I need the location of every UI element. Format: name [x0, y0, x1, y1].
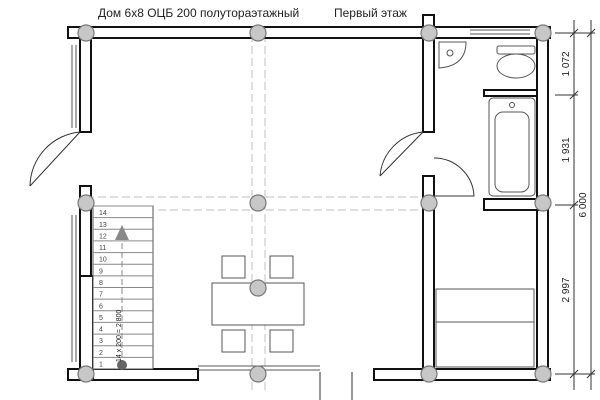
wall-left-upper [79, 26, 92, 133]
wall-bath-stub [483, 89, 538, 97]
stair-step-number: 2 [99, 350, 103, 357]
stair-arrow-icon [115, 225, 129, 240]
bedroom-door [433, 157, 475, 197]
stair-step-number: 8 [99, 280, 103, 287]
wall-bottom-right [373, 368, 551, 381]
terrace-door [319, 372, 353, 400]
column [77, 24, 95, 42]
stair-step-number: 4 [99, 327, 103, 334]
column [249, 24, 267, 42]
dimension-total: 6 000 [578, 192, 589, 217]
dimension-segment-3: 2 997 [561, 277, 572, 302]
stair-step-number: 12 [99, 233, 107, 240]
bathtub-inner [494, 111, 530, 193]
bathroom-door [379, 131, 424, 177]
wall-top [67, 26, 551, 39]
stair-step-number: 10 [99, 257, 107, 264]
toilet-icon [496, 53, 536, 79]
bathroom-fixtures [438, 41, 536, 197]
stair-step-number: 13 [99, 222, 107, 229]
floor-name: Первый этаж [334, 6, 407, 20]
bed-frame [435, 288, 535, 368]
column [420, 365, 438, 383]
dimension-segment-1: 1 072 [561, 51, 572, 76]
stair-step-number: 14 [99, 210, 107, 217]
stair-step-number: 11 [99, 245, 106, 252]
stair-note: 14 х 200 = 2 800 [116, 310, 123, 362]
column [420, 194, 438, 212]
stair-step-number: 7 [99, 292, 103, 299]
house-title: Дом 6х8 ОЦБ 200 полутораэтажный [98, 6, 299, 20]
column [534, 24, 552, 42]
column [249, 279, 267, 297]
stair-step-number: 1 [99, 362, 103, 369]
chair [269, 255, 294, 279]
chair [221, 255, 246, 279]
column [534, 365, 552, 383]
columns [77, 24, 552, 383]
toilet-tank [496, 45, 536, 55]
stair-step-number: 9 [99, 268, 103, 275]
stair-start-marker [117, 360, 127, 370]
wall-partition-upper [422, 14, 435, 133]
dimension-lines [555, 20, 596, 390]
column [420, 24, 438, 42]
column [249, 365, 267, 383]
column [77, 365, 95, 383]
doors [29, 131, 475, 400]
bathtub-drain [509, 102, 515, 108]
entrance-door [29, 131, 81, 187]
bed [435, 288, 535, 368]
wall-stair-side [79, 275, 94, 381]
dimension-segment-2: 1 931 [561, 137, 572, 162]
column [249, 194, 267, 212]
sink-drain [446, 49, 454, 57]
chair [269, 329, 294, 353]
stair-step-number: 5 [99, 315, 103, 322]
chair [221, 329, 246, 353]
column [534, 194, 552, 212]
stair-step-number: 3 [99, 338, 103, 345]
column [77, 194, 95, 212]
dining-set [211, 255, 305, 353]
stair-step-number: 6 [99, 303, 103, 310]
